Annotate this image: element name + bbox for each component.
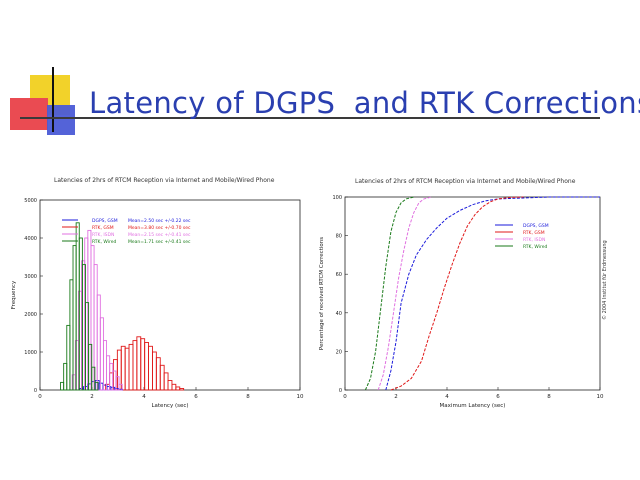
histogram-bar xyxy=(144,342,149,391)
y-tick-label: 80 xyxy=(336,234,342,240)
histogram-bar xyxy=(128,343,134,391)
title-underline xyxy=(20,117,600,119)
legend-label: RTK, GSM xyxy=(523,230,545,236)
legend-stat: Mean=1.71 sec +/-0.41 sec xyxy=(128,239,191,245)
x-tick-label: 2 xyxy=(394,394,398,400)
x-tick-label: 8 xyxy=(246,394,250,400)
legend-label: DGPS, GSM xyxy=(523,223,549,229)
histogram-bar xyxy=(167,380,173,391)
histogram-bar xyxy=(120,345,126,391)
x-tick-label: 0 xyxy=(38,394,42,400)
histogram-bar xyxy=(94,381,99,391)
histogram-bar xyxy=(136,336,142,391)
legend-label: RTK, Wired xyxy=(92,239,116,245)
histogram-bar xyxy=(99,317,104,391)
y-tick-label: 5000 xyxy=(24,198,37,204)
series-line xyxy=(364,196,415,391)
y-tick-label: 100 xyxy=(332,195,342,201)
y-tick-label: 0 xyxy=(339,388,342,394)
legend-label: DGPS, GSM xyxy=(92,218,118,224)
legend-label: RTK, Wired xyxy=(523,244,547,250)
slide-title-right: and RTK Corrections xyxy=(353,86,640,120)
histogram-bar xyxy=(175,386,181,391)
legend-stat: Mean=2.15 sec +/-0.41 sec xyxy=(128,232,191,238)
series-line xyxy=(390,196,524,391)
x-tick-label: 10 xyxy=(597,394,604,400)
histogram-bar xyxy=(106,386,112,391)
histogram-bar xyxy=(159,364,165,391)
decorative-red-square xyxy=(10,98,48,130)
y-tick-label: 2000 xyxy=(24,312,37,318)
histogram-chart: 0 2 4 6 8 10 0 1000 2000 3000 4000 5000 Latency (sec… xyxy=(11,198,304,409)
histogram-bar xyxy=(60,381,65,391)
series-line xyxy=(385,196,600,391)
y-axis-label: Percentage of received RTCM Corrections xyxy=(319,237,325,350)
histogram-bar xyxy=(124,347,130,391)
legend-label: RTK, ISDN xyxy=(92,232,114,238)
histogram-bar xyxy=(148,345,153,391)
decorative-blue-square xyxy=(47,105,75,135)
x-tick-label: 4 xyxy=(445,394,449,400)
histogram-bar xyxy=(63,362,68,391)
slide-title-left: Latency of DGPS xyxy=(89,86,336,120)
legend-stat: Mean=3.80 sec +/-0.70 sec xyxy=(128,225,191,231)
histogram-bar xyxy=(115,376,120,391)
legend-stat: Mean=2.50 sec +/-0.22 sec xyxy=(128,218,191,224)
y-axis-label: Frequency xyxy=(11,280,17,309)
left-chart-title: Latencies of 2hrs of RTCM Reception via … xyxy=(54,177,275,184)
x-axis-label: Maximum Latency (sec) xyxy=(440,403,506,409)
histogram-bar xyxy=(109,362,114,391)
histogram-bar xyxy=(96,294,101,391)
y-tick-label: 0 xyxy=(34,388,37,394)
histogram-bar xyxy=(91,366,96,391)
x-axis-label: Latency (sec) xyxy=(151,403,188,409)
histogram-bar xyxy=(66,324,71,391)
x-tick-label: 10 xyxy=(297,394,304,400)
legend-label: RTK, GSM xyxy=(92,225,114,231)
histogram-bar xyxy=(132,340,138,391)
y-tick-label: 1000 xyxy=(24,350,37,356)
decorative-vertical-line xyxy=(52,67,54,132)
y-tick-label: 20 xyxy=(336,349,342,355)
series-line xyxy=(377,196,432,391)
x-tick-label: 2 xyxy=(90,394,94,400)
histogram-bar xyxy=(171,383,177,391)
histogram-bar xyxy=(140,338,146,391)
histogram-bar xyxy=(69,279,74,391)
x-tick-label: 6 xyxy=(194,394,198,400)
histogram-bar xyxy=(112,359,118,391)
y-tick-label: 3000 xyxy=(24,274,37,280)
histogram-bar xyxy=(151,351,157,391)
slide-title: Latency of DGPS and RTK Corrections xyxy=(89,86,640,120)
y-tick-label: 60 xyxy=(336,272,342,278)
histogram-bar xyxy=(102,340,108,391)
copyright-credit: © 2004 Institut für Erdmessung xyxy=(602,240,608,320)
histogram-bar xyxy=(155,357,161,391)
histogram-bar xyxy=(163,372,169,391)
legend-label: RTK, ISDN xyxy=(523,237,545,243)
plot-frame xyxy=(344,196,601,391)
histogram-bar xyxy=(98,382,104,391)
x-tick-label: 6 xyxy=(496,394,500,400)
right-chart-title: Latencies of 2hrs of RTCM Reception via … xyxy=(355,178,576,185)
x-tick-label: 4 xyxy=(142,394,146,400)
y-tick-label: 4000 xyxy=(24,236,37,242)
y-tick-label: 40 xyxy=(336,311,342,317)
x-tick-label: 8 xyxy=(547,394,551,400)
histogram-bar xyxy=(179,388,185,391)
x-tick-label: 0 xyxy=(343,394,347,400)
histogram-bar xyxy=(118,383,123,391)
